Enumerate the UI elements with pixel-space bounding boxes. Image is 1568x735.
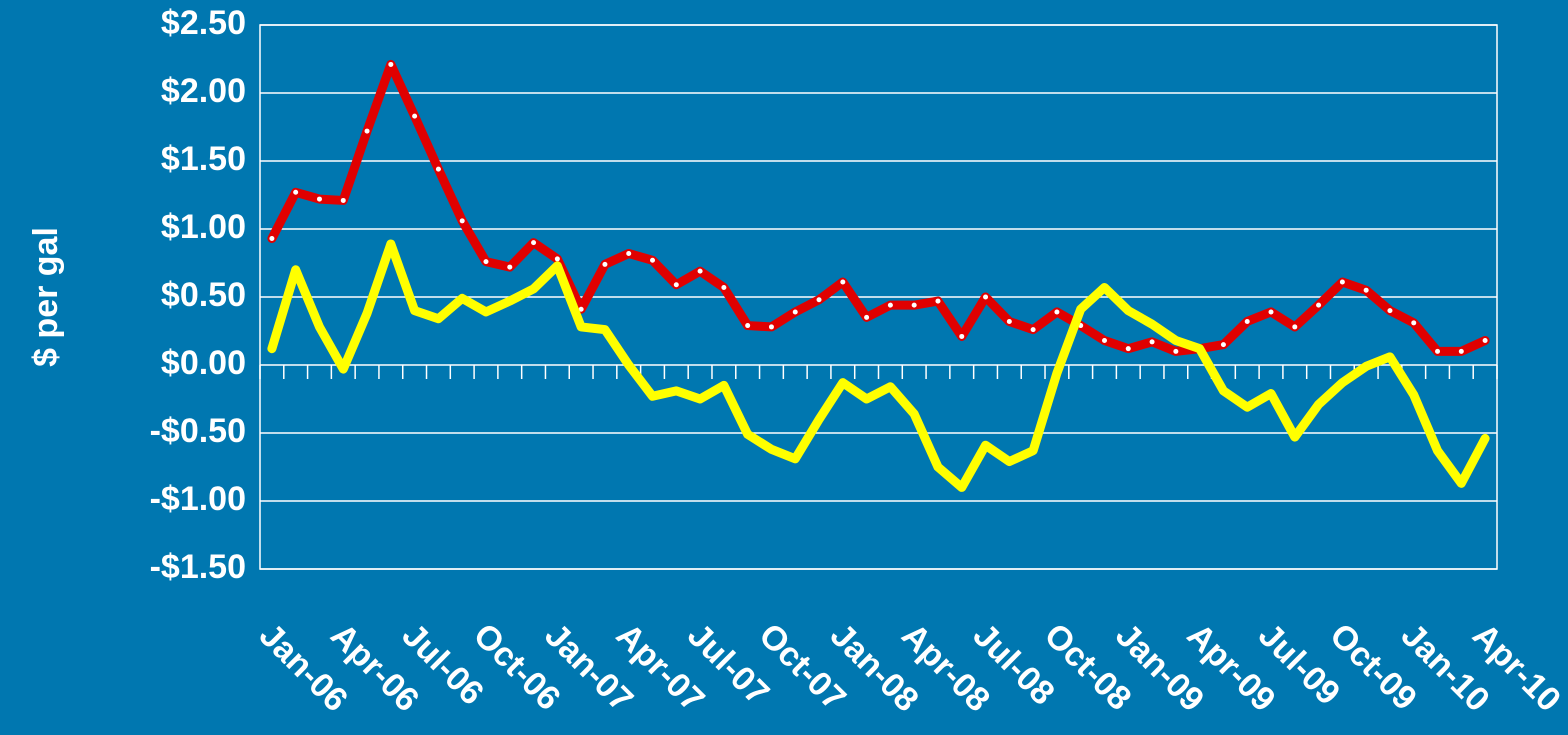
point-marker	[1411, 320, 1417, 326]
point-marker	[1244, 318, 1250, 324]
point-marker	[1482, 338, 1488, 344]
point-marker	[388, 61, 394, 67]
point-marker	[1458, 348, 1464, 354]
point-marker	[507, 264, 513, 270]
y-tick-label: -$0.50	[150, 412, 246, 450]
point-marker	[673, 282, 679, 288]
y-axis-label: $ per gal	[27, 227, 65, 367]
y-tick-label: $1.00	[161, 208, 246, 246]
point-marker	[864, 314, 870, 320]
point-marker	[435, 166, 441, 172]
point-marker	[1030, 327, 1036, 333]
point-marker	[911, 302, 917, 308]
point-marker	[1125, 346, 1131, 352]
point-marker	[697, 268, 703, 274]
point-marker	[1220, 342, 1226, 348]
point-marker	[293, 189, 299, 195]
point-marker	[1339, 279, 1345, 285]
point-marker	[1435, 348, 1441, 354]
point-marker	[1292, 324, 1298, 330]
point-marker	[459, 218, 465, 224]
series-line	[267, 59, 1490, 356]
point-marker	[1363, 287, 1369, 293]
point-marker	[768, 324, 774, 330]
point-marker	[578, 306, 584, 312]
point-marker	[1006, 318, 1012, 324]
point-marker	[531, 240, 537, 246]
point-marker	[650, 257, 656, 263]
point-marker	[959, 333, 965, 339]
point-marker	[316, 196, 322, 202]
point-marker	[887, 302, 893, 308]
point-marker	[1387, 308, 1393, 314]
y-tick-label: $2.00	[161, 72, 246, 110]
point-marker	[1173, 348, 1179, 354]
series-line	[267, 239, 1490, 492]
point-marker	[792, 309, 798, 315]
point-marker	[745, 323, 751, 329]
point-marker	[721, 284, 727, 290]
y-tick-label: $2.50	[161, 4, 246, 42]
point-marker	[840, 279, 846, 285]
point-marker	[1268, 309, 1274, 315]
point-marker	[269, 236, 275, 242]
point-marker	[364, 128, 370, 134]
y-tick-label: $0.00	[161, 344, 246, 382]
y-tick-label: -$1.00	[150, 480, 246, 518]
point-marker	[1054, 309, 1060, 315]
point-marker	[412, 113, 418, 119]
y-tick-label: -$1.50	[150, 548, 246, 586]
point-marker	[983, 294, 989, 300]
point-marker	[1149, 339, 1155, 345]
point-marker	[816, 297, 822, 303]
point-marker	[1316, 302, 1322, 308]
point-marker	[626, 250, 632, 256]
point-marker	[554, 256, 560, 262]
point-marker	[1101, 338, 1107, 344]
point-marker	[602, 261, 608, 267]
y-tick-label: $1.50	[161, 140, 246, 178]
y-tick-label: $0.50	[161, 276, 246, 314]
point-marker	[935, 298, 941, 304]
point-marker	[340, 197, 346, 203]
point-marker	[483, 259, 489, 265]
